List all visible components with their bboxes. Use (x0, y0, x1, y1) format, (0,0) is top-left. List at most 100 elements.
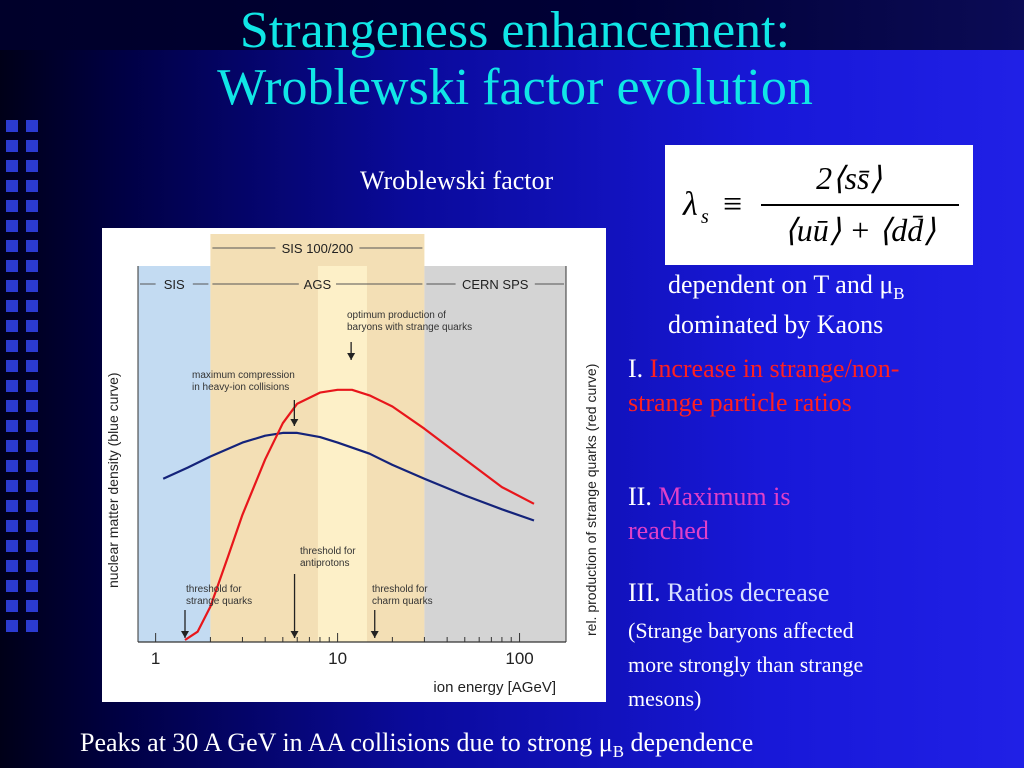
band-top (210, 234, 425, 266)
wroblewski-label: Wroblewski factor (360, 166, 554, 195)
decor-square (26, 340, 38, 352)
point-1-roman: I. (628, 354, 650, 383)
decor-square (26, 520, 38, 532)
decor-square (6, 280, 18, 292)
decor-square (6, 460, 18, 472)
point-2: II. Maximum is reached (628, 480, 868, 548)
decor-square (6, 140, 18, 152)
formula-numerator: 2⟨ss̄⟩ (816, 160, 882, 196)
decor-square (26, 240, 38, 252)
decor-square (6, 120, 18, 132)
chart-panel: SIS 100/200 SIS AGS CERN SPS 1 10 100 ion energ… (102, 228, 606, 702)
formula-lhs: λ (682, 186, 698, 223)
decor-square (6, 320, 18, 332)
mu-symbol: μ (879, 270, 894, 299)
formula-box: λ s ≡ 2⟨ss̄⟩ ⟨uū⟩ + ⟨dd̄⟩ (665, 145, 973, 265)
decor-square (6, 500, 18, 512)
decor-square (26, 360, 38, 372)
band-label: SIS 100/200 (282, 241, 354, 256)
decor-square (26, 600, 38, 612)
decor-square (26, 220, 38, 232)
region-label: AGS (304, 277, 332, 292)
decor-square (26, 200, 38, 212)
decor-square (26, 560, 38, 572)
decor-square (6, 380, 18, 392)
decor-square (26, 160, 38, 172)
decor-square (6, 260, 18, 272)
decor-square (6, 400, 18, 412)
decor-square (6, 420, 18, 432)
decor-square (26, 500, 38, 512)
decor-square (6, 180, 18, 192)
series-blue-curve (162, 431, 535, 522)
decor-square (26, 420, 38, 432)
region-cern-sps (424, 266, 566, 642)
annotation-antiprotons-arrow-head (290, 631, 299, 638)
annotation-compression: in heavy-ion collisions (192, 382, 289, 393)
annotation-optimum: optimum production of (347, 310, 446, 321)
decor-square (26, 180, 38, 192)
region-sis (138, 266, 211, 642)
decor-square (26, 300, 38, 312)
decor-square (6, 240, 18, 252)
decor-square (26, 580, 38, 592)
x-axis-label: ion energy [AGeV] (433, 679, 556, 696)
annotation-charm-arrow-head (370, 631, 379, 638)
x-tick-label: 100 (505, 649, 533, 668)
point-2-text: Maximum is reached (628, 482, 791, 545)
decorative-squares (0, 120, 40, 640)
decor-square (26, 380, 38, 392)
decor-square (26, 620, 38, 632)
decor-square (6, 200, 18, 212)
y-axis-label-right: rel. production of strange quarks (red c… (583, 364, 599, 636)
annotation-optimum: baryons with strange quarks (347, 322, 472, 333)
annotation-compression: maximum compression (192, 370, 295, 381)
decor-square (6, 160, 18, 172)
footer-text: Peaks at 30 A GeV in AA collisions due t… (80, 728, 754, 762)
decor-square (6, 440, 18, 452)
formula-denominator: ⟨uū⟩ + ⟨dd̄⟩ (784, 212, 936, 248)
region-ags (210, 266, 425, 642)
point-3-note: (Strange baryons affected more strongly … (628, 618, 864, 711)
region-label: SIS (164, 277, 185, 292)
slide-title: Strangeness enhancement: Wroblewski fact… (125, 2, 905, 116)
decor-square (26, 140, 38, 152)
decor-square (6, 520, 18, 532)
annotation-compression-arrow-head (290, 419, 299, 426)
decor-square (6, 620, 18, 632)
x-tick-label: 1 (151, 649, 160, 668)
decor-square (6, 560, 18, 572)
title-line-2: Wroblewski factor evolution (217, 59, 813, 116)
decor-square (26, 320, 38, 332)
point-3-roman: III. (628, 578, 667, 607)
dependent-text: dependent on T and μB (668, 270, 905, 304)
dominated-text: dominated by Kaons (668, 310, 884, 339)
annotation-antiprotons: antiprotons (300, 558, 349, 569)
point-3-text: Ratios decrease (666, 578, 830, 607)
decor-square (26, 460, 38, 472)
decor-square (26, 260, 38, 272)
formula-lhs-sub: s (701, 206, 709, 228)
overlap-stripe (317, 266, 367, 642)
decor-square (6, 540, 18, 552)
decor-square (26, 120, 38, 132)
series-red-curve (184, 388, 535, 641)
decor-square (26, 480, 38, 492)
y-axis-label-left: nuclear matter density (blue curve) (105, 372, 121, 588)
point-1-text: Increase in strange/non-strange particle… (628, 354, 900, 417)
point-1: I. Increase in strange/non-strange parti… (628, 352, 918, 420)
point-2-roman: II. (628, 482, 659, 511)
decor-square (6, 300, 18, 312)
top-bar (0, 0, 1024, 50)
formula-equiv: ≡ (723, 186, 742, 223)
decor-square (26, 400, 38, 412)
annotation-antiprotons: threshold for (300, 546, 356, 557)
annotation-strange: threshold for (186, 584, 242, 595)
decor-square (6, 480, 18, 492)
title-line-1: Strangeness enhancement: (239, 2, 791, 59)
region-label: CERN SPS (462, 277, 529, 292)
decor-square (6, 360, 18, 372)
decor-square (26, 280, 38, 292)
decor-square (6, 220, 18, 232)
footer-mu: μ (598, 728, 613, 757)
